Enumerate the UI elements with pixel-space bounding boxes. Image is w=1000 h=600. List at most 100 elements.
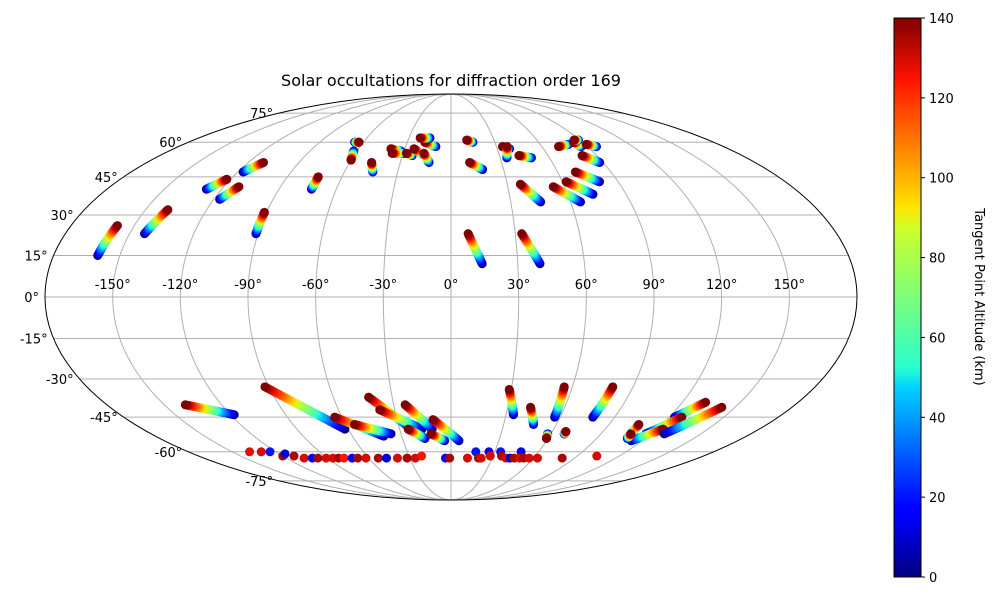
occultation-point: [321, 453, 331, 463]
latitude-tick-label: -60°: [155, 446, 183, 461]
track-point: [554, 142, 564, 152]
occultation-track: [260, 382, 350, 434]
meridian-line: [450, 93, 520, 501]
track-point: [577, 151, 587, 161]
colorbar-tick-label: 40: [929, 411, 946, 426]
occultation-track: [367, 157, 378, 177]
occultation-point: [524, 453, 534, 463]
colorbar-tick-label: 140: [929, 12, 954, 27]
colorbar-tick-label: 60: [929, 331, 946, 346]
track-point: [608, 382, 618, 392]
longitude-tick-label: 30°: [507, 278, 530, 293]
occultation-track: [400, 400, 437, 434]
occultation-track: [349, 419, 396, 439]
occultation-point: [299, 453, 309, 463]
track-point: [569, 135, 579, 145]
occultation-track: [428, 415, 464, 446]
occultation-point: [485, 451, 495, 461]
occultation-track: [541, 429, 553, 443]
track-point: [112, 221, 122, 231]
meridian-line: [247, 93, 452, 501]
occultation-point: [402, 453, 412, 463]
latitude-tick-label: -30°: [46, 373, 74, 388]
longitude-tick-label: -150°: [95, 278, 131, 293]
occultation-point: [445, 453, 455, 463]
meridian-line: [382, 93, 452, 501]
latitude-tick-label: -15°: [20, 333, 48, 348]
track-point: [330, 412, 340, 422]
track-point: [526, 402, 536, 412]
track-point: [409, 144, 419, 154]
occultation-track: [570, 167, 605, 187]
track-point: [541, 433, 551, 443]
occultation-point: [417, 451, 427, 461]
track-point: [234, 182, 244, 192]
occultation-point: [592, 451, 602, 461]
occultation-track: [251, 207, 269, 239]
occultation-point: [476, 453, 486, 463]
track-point: [701, 397, 711, 407]
track-point: [401, 148, 411, 158]
track-point: [581, 139, 591, 149]
longitude-tick-label: 90°: [642, 278, 665, 293]
occultation-track: [515, 179, 546, 207]
track-point: [517, 229, 527, 239]
latitude-tick-label: 15°: [25, 249, 48, 264]
occultation-track: [350, 137, 364, 147]
occultation-track: [577, 151, 605, 167]
occultation-track: [140, 205, 173, 239]
occultation-point: [265, 447, 275, 457]
occultation-track: [548, 182, 586, 207]
occultation-point: [313, 453, 323, 463]
track-point: [367, 157, 377, 167]
track-point: [514, 151, 524, 161]
track-point: [634, 419, 644, 429]
occultation-point: [280, 449, 290, 459]
occultation-track: [463, 229, 487, 269]
chart-title: Solar occultations for diffraction order…: [281, 71, 621, 90]
colorbar-tick-label: 100: [929, 172, 954, 187]
occultation-track: [403, 424, 430, 443]
track-point: [349, 419, 359, 429]
track-point: [426, 429, 436, 439]
colorbar-ticks: 0 20 40 60 80 100 120 140: [921, 12, 954, 586]
track-point: [570, 167, 580, 177]
occultation-track: [419, 148, 434, 167]
track-point: [561, 177, 571, 187]
occultation-track: [588, 382, 618, 422]
occultation-track: [561, 177, 598, 199]
occultation-points: [245, 447, 602, 463]
meridian-line: [112, 93, 452, 501]
occultation-track: [622, 429, 636, 443]
occultation-track: [550, 382, 569, 422]
longitude-tick-label: 120°: [706, 278, 737, 293]
meridian-line: [450, 93, 723, 501]
track-point: [259, 157, 269, 167]
longitude-tick-labels: -150° -120° -90° -60° -30° 0° 30° 60° 90° 120° 150…: [95, 278, 805, 293]
track-point: [260, 382, 270, 392]
occultation-track: [554, 139, 574, 152]
occultation-point: [245, 447, 255, 457]
colorbar-tick-label: 80: [929, 252, 946, 267]
track-point: [364, 392, 374, 402]
occultation-point: [532, 453, 542, 463]
occultation-point: [462, 453, 472, 463]
track-point: [626, 429, 636, 439]
track-point: [222, 174, 232, 184]
occultation-track: [215, 182, 244, 204]
track-point: [415, 133, 425, 143]
track-point: [463, 229, 473, 239]
track-point: [677, 412, 687, 422]
track-point: [403, 424, 413, 434]
occultation-track: [306, 172, 323, 194]
occultation-track: [180, 400, 239, 420]
track-point: [180, 400, 190, 410]
track-point: [561, 427, 571, 437]
occultation-point: [373, 453, 383, 463]
latitude-tick-label: -75°: [245, 475, 273, 490]
meridian-line: [450, 93, 790, 501]
occultation-track: [238, 157, 269, 177]
occultation-point: [256, 447, 266, 457]
latitude-tick-labels: -75° -60° -45° -30° -15° 0° 15° 30° 45° 60° 75°: [20, 107, 273, 490]
longitude-tick-label: -120°: [162, 278, 198, 293]
